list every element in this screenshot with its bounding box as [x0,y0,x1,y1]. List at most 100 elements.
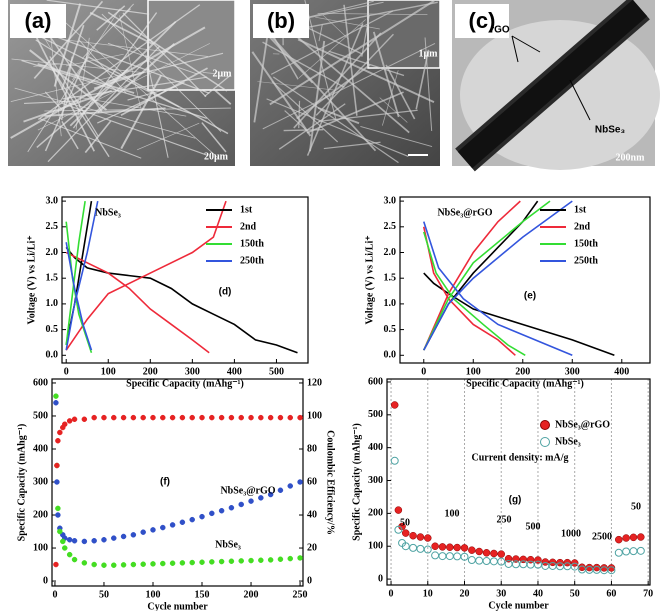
curve [65,200,99,351]
data-point [150,561,156,567]
y-tick-label: 300 [368,475,383,486]
data-point [431,542,439,550]
data-point [622,547,631,556]
legend-label: 250th [240,255,264,266]
panel-label: (b) [267,8,295,33]
legend-label: 2nd [240,221,257,232]
y-tick-label: 1.5 [384,272,397,283]
y-tick-label: 1.0 [384,298,397,309]
fiber [317,107,360,125]
inset-a [147,0,236,91]
curve [65,200,227,351]
data-point [111,562,117,568]
label-box [455,4,509,38]
x-tick-label: 100 [466,366,481,377]
data-point [71,416,78,423]
fiber [269,34,377,152]
x-tick-label: 40 [533,588,543,599]
fiber [37,63,135,94]
x-tick-label: 400 [614,366,629,377]
data-point [431,551,440,560]
curve [423,221,573,357]
current-density-label: 2500 [592,531,612,542]
data-point [629,533,638,542]
data-point [130,561,137,568]
x-tick-label: 150 [195,589,210,600]
data-point [497,557,506,566]
data-point [169,560,176,566]
data-point [101,537,107,543]
current-density-label: 500 [526,521,541,532]
fiber [27,57,89,153]
data-point [277,487,284,494]
fiber [318,109,418,122]
fiber [145,54,169,158]
data-point [81,560,88,566]
x-axis-label: Cycle number [147,601,208,611]
fiber [119,15,142,109]
data-point [218,414,225,421]
data-point [423,545,432,554]
data-point [287,483,294,489]
fiber [253,21,271,123]
scale-bar-label: 1μm [419,48,439,59]
data-point [140,414,146,421]
series-label: NbSe₃ [215,539,241,550]
data-point [475,556,484,565]
x-tick-label: 100 [145,589,160,600]
data-point [55,512,61,518]
y2-tick-label: 60 [307,476,317,487]
data-point [101,562,107,568]
data-point [120,562,127,568]
annotation: (g) [509,495,522,506]
y-axis-label: Voltage (V) vs Li/Li⁺ [26,235,37,324]
fiber [328,50,405,77]
y2-axis-label: Coulombic Efficiency/% [325,430,336,535]
fiber [51,68,110,158]
y-tick-label: 300 [33,476,48,487]
pointer [569,79,591,121]
curve [65,242,93,351]
data-point [199,559,205,565]
fiber [47,45,161,163]
data-point [209,559,215,565]
x-tick-label: 0 [52,589,57,600]
data-point [390,401,399,409]
x-tick-label: 300 [565,366,580,377]
data-point [54,462,60,469]
data-point [209,414,215,421]
fiber [137,122,200,151]
fiber [297,1,384,21]
data-point [189,414,195,421]
y-axis-label: Voltage (V) vs Li/Li⁺ [364,235,375,324]
curve [65,200,93,346]
data-point [71,556,78,563]
x-tick-label: 200 [143,366,158,377]
x-tick-label: 20 [460,588,470,599]
y-tick-label: 500 [368,409,383,420]
label-box [10,4,66,38]
fiber [201,122,227,153]
data-point [416,544,425,553]
data-point [460,552,469,561]
data-point [209,510,215,517]
data-point [297,414,303,421]
y-tick-label: 0.0 [46,350,59,361]
fiber [84,120,112,154]
fiber [360,125,433,147]
data-point [482,557,491,566]
data-point [248,557,254,564]
x-tick-label: 200 [244,589,259,600]
data-point [60,538,66,545]
data-point [401,529,410,537]
data-point [179,519,186,526]
data-point [169,522,176,528]
fiber [361,14,370,57]
data-point [267,491,274,498]
label-box [253,4,309,38]
x-tick-label: 50 [570,588,580,599]
y-tick-label: 0.5 [46,324,59,335]
data-point [297,479,303,485]
data-point [460,544,469,552]
fiber [318,24,323,42]
